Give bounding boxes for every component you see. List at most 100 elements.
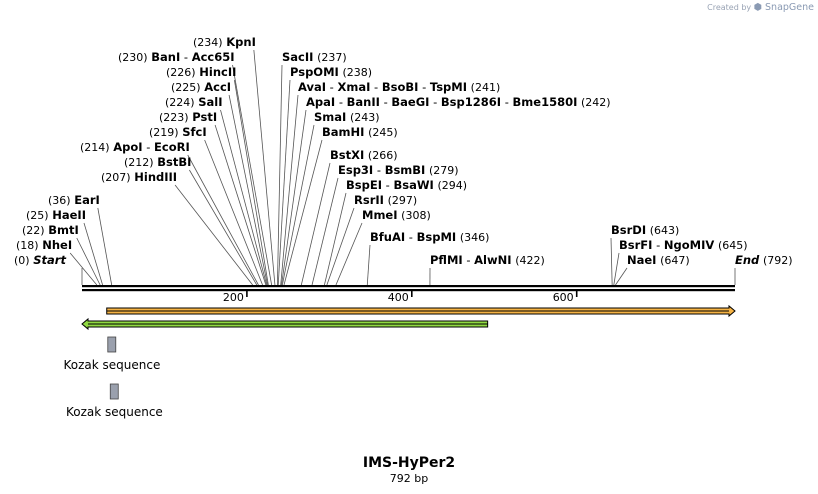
site-position: (224) (165, 96, 195, 109)
site-leader-line (615, 267, 628, 286)
credit-prefix: Created by (707, 3, 752, 12)
enzyme-name: NaeI (627, 253, 656, 267)
site-leader-line (83, 222, 103, 286)
enzyme-name: SfcI (182, 125, 206, 139)
enzyme-name: MmeI (362, 208, 398, 222)
enzyme-separator: - (418, 80, 429, 94)
site-label-start: (0) Start (14, 253, 66, 267)
site-position: (238) (342, 66, 372, 79)
enzyme-separator: - (463, 253, 474, 267)
site-leader-line (214, 124, 267, 286)
enzyme-name: BsrDI (611, 223, 646, 237)
site-position: (643) (650, 224, 680, 237)
site-label-bsrdi: BsrDI (643) (611, 223, 679, 237)
site-labels: (0) Start(18) NheI(22) BmtI(25) HaeII(36… (14, 35, 793, 267)
site-position: (346) (460, 231, 490, 244)
enzyme-name: ApoI (113, 140, 142, 154)
site-leader-line (253, 49, 276, 286)
site-leader-line (232, 64, 273, 286)
site-leader-line (326, 207, 355, 286)
site-leader-line (204, 139, 263, 286)
site-label-nhei: (18) NheI (16, 238, 72, 252)
enzyme-separator: - (373, 163, 384, 177)
site-position: (242) (581, 96, 611, 109)
enzyme-separator: - (143, 140, 154, 154)
ruler-tick-label: 400 (388, 291, 409, 304)
enzyme-name: BsmBI (385, 163, 426, 177)
site-label-bspei-bsawi: BspEI - BsaWI (294) (346, 178, 467, 192)
site-leader-line (228, 94, 268, 286)
enzyme-name: EarI (74, 193, 100, 207)
enzyme-name: HincII (199, 65, 236, 79)
site-label-hindiii: (207) HindIII (101, 170, 177, 184)
site-position: (22) (22, 224, 45, 237)
enzyme-name: BsrFI (619, 238, 652, 252)
kozak-sequence-box (109, 383, 119, 400)
site-leader-line (283, 139, 323, 286)
site-leader-line (281, 124, 315, 286)
site-label-sacii: SacII (237) (282, 50, 347, 64)
site-leader-line (277, 79, 291, 286)
enzyme-separator: - (370, 80, 381, 94)
ruler-tick-label: 600 (553, 291, 574, 304)
site-position: (647) (660, 254, 690, 267)
enzyme-separator: - (429, 95, 440, 109)
site-position: (308) (401, 209, 431, 222)
site-leader-line (277, 64, 283, 286)
enzyme-separator: - (180, 50, 191, 64)
site-label-esp3i-bsmbi: Esp3I - BsmBI (279) (338, 163, 459, 177)
construct-name: IMS-HyPer2 (362, 455, 456, 471)
site-label-naei: NaeI (647) (627, 253, 690, 267)
site-leader-line (610, 237, 613, 286)
snapgene-logo: ⬢ SnapGene (753, 2, 814, 13)
site-position: (241) (471, 81, 501, 94)
site-label-mmei: MmeI (308) (362, 208, 431, 222)
enzyme-separator: - (652, 238, 663, 252)
site-label-acci: (225) AccI (171, 80, 231, 94)
enzyme-name: EcoRI (154, 140, 190, 154)
enzyme-name: BstXI (330, 148, 364, 162)
enzyme-name: BspMI (417, 230, 457, 244)
enzyme-name: AccI (204, 80, 231, 94)
site-leader-line (97, 207, 113, 286)
site-position: (219) (149, 126, 179, 139)
enzyme-name: Esp3I (338, 163, 373, 177)
site-label-pflmi-alwni: PflMI - AlwNI (422) (430, 253, 545, 267)
site-position: (645) (718, 239, 748, 252)
site-label-kpni: (234) KpnI (193, 35, 256, 49)
enzyme-name: Bme1580I (513, 95, 578, 109)
site-position: (243) (350, 111, 380, 124)
enzyme-name: SalI (198, 95, 222, 109)
enzyme-separator: - (501, 95, 512, 109)
backbone-top-strand (82, 285, 735, 288)
site-position: (294) (437, 179, 467, 192)
site-label-pspomi: PspOMI (238) (290, 65, 372, 79)
site-label-sfci: (219) SfcI (149, 125, 207, 139)
site-position: (223) (159, 111, 189, 124)
site-position: (297) (388, 194, 418, 207)
enzyme-name: BspEI (346, 178, 382, 192)
site-label-bstbi: (212) BstBI (124, 155, 191, 169)
enzyme-name: BmtI (48, 223, 79, 237)
site-label-hincii: (226) HincII (166, 65, 236, 79)
site-label-rsrii: RsrII (297) (354, 193, 417, 207)
enzyme-name: AvaI (298, 80, 326, 94)
site-position: (230) (118, 51, 148, 64)
site-label-bmti: (22) BmtI (22, 223, 79, 237)
enzyme-name: NgoMIV (664, 238, 714, 252)
enzyme-name: KpnI (226, 35, 256, 49)
enzyme-name: BsaWI (393, 178, 433, 192)
enzyme-separator: - (380, 95, 391, 109)
site-position: (0) (14, 254, 30, 267)
enzyme-name: Start (33, 253, 66, 267)
enzyme-name: PspOMI (290, 65, 339, 79)
site-leader-line (189, 169, 258, 286)
site-position: (18) (16, 239, 39, 252)
site-leader-line (76, 237, 101, 286)
enzyme-name: Acc65I (192, 50, 235, 64)
enzyme-name: NheI (42, 238, 72, 252)
site-position: (214) (80, 141, 110, 154)
site-leader-line (324, 192, 347, 286)
site-label-end: End (792) (735, 253, 793, 267)
